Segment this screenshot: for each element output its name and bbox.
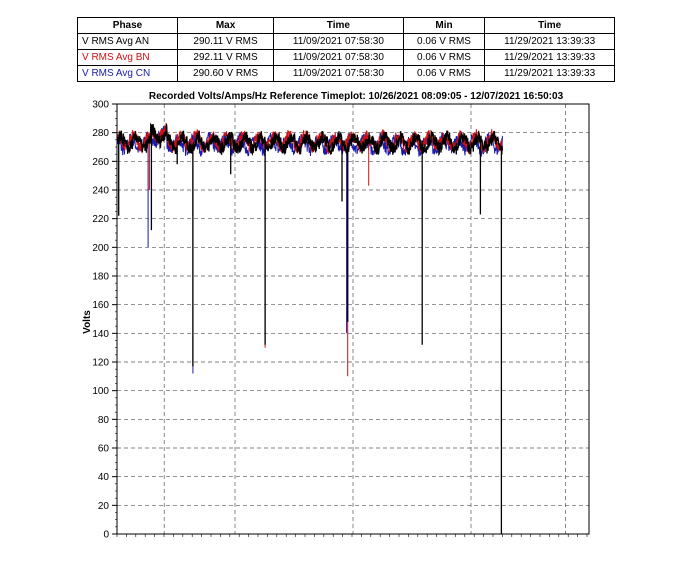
y-tick-label: 160	[92, 300, 109, 311]
chart-title: Recorded Volts/Amps/Hz Reference Timeplo…	[149, 91, 564, 102]
y-tick-label: 140	[92, 329, 109, 340]
y-tick-label: 100	[92, 386, 109, 397]
y-tick-label: 220	[92, 214, 109, 225]
y-tick-label: 240	[92, 186, 109, 197]
y-tick-label: 80	[98, 415, 110, 426]
y-tick-label: 0	[103, 530, 109, 541]
y-tick-label: 260	[92, 157, 109, 168]
y-tick-label: 40	[98, 472, 110, 483]
max-time-cell: 11/09/2021 07:58:30	[273, 65, 404, 82]
table-row: V RMS Avg CN 290.60 V RMS 11/09/2021 07:…	[76, 65, 615, 82]
y-tick-label: 300	[92, 100, 109, 111]
series-line-v-rms-avg-cn	[116, 126, 503, 374]
y-axis-label: Volts	[82, 310, 93, 334]
series-line-v-rms-avg-bn	[116, 122, 503, 377]
min-time-cell: 11/29/2021 13:39:33	[484, 65, 615, 82]
y-tick-label: 20	[98, 501, 110, 512]
y-tick-label: 280	[92, 128, 109, 139]
y-tick-label: 200	[92, 243, 109, 254]
series-line-v-rms-avg-an	[116, 122, 504, 534]
y-tick-label: 120	[92, 358, 109, 369]
y-tick-label: 180	[92, 272, 109, 283]
axes: 0 20 40 60 80 100 120 140 160 180 200 220 240 260 280 3…	[92, 100, 590, 541]
grid-lines	[117, 103, 589, 534]
summary-table: Phase Max Time Min Time V RMS Avg AN 290…	[76, 17, 615, 82]
max-cell: 290.60 V RMS	[177, 65, 275, 82]
y-tick-label: 60	[98, 444, 110, 455]
series-lines	[116, 122, 504, 534]
table-header-row: Phase Max Time Min Time	[76, 17, 615, 34]
plot-frame	[116, 103, 590, 535]
phase-cell: V RMS Avg CN	[76, 65, 179, 82]
